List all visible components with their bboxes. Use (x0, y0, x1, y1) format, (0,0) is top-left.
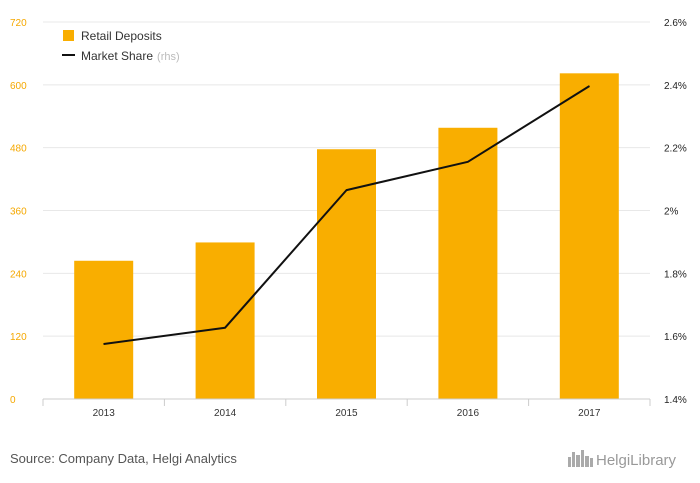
x-tick-label: 2016 (457, 408, 480, 419)
legend-label-market-share-suffix: (rhs) (157, 51, 180, 63)
brand-logo-text: HelgiLibrary (596, 452, 677, 469)
y-tick-right: 1.4% (664, 395, 687, 406)
x-tick-label: 2013 (93, 408, 116, 419)
bar (317, 149, 376, 399)
y-tick-right: 1.6% (664, 332, 687, 343)
axes: 0 1.4% 120 1.6% 240 1.8% 360 2% 480 2.2% 600 2.4% 72… (10, 18, 687, 419)
source-note: Source: Company Data, Helgi Analytics (10, 451, 237, 466)
city-skyline-icon (568, 450, 593, 467)
legend: Retail Deposits Market Share (rhs) (62, 29, 180, 63)
y-tick-left: 120 (10, 332, 27, 343)
line-point (224, 327, 226, 329)
line-point (103, 343, 105, 345)
legend-label-market-share-text: Market Share (81, 49, 153, 63)
y-tick-left: 720 (10, 18, 27, 29)
y-tick-left: 600 (10, 81, 27, 92)
bar (74, 260, 134, 399)
line-point (346, 189, 347, 191)
line-series (103, 85, 590, 345)
legend-swatch-retail-deposits (63, 30, 74, 41)
y-tick-left: 480 (10, 144, 27, 155)
y-tick-left: 0 (10, 395, 16, 406)
bar (438, 127, 498, 400)
bar (559, 73, 619, 399)
y-tick-right: 2.6% (664, 18, 687, 29)
y-tick-right: 2.4% (664, 81, 687, 92)
y-tick-right: 1.8% (664, 269, 687, 280)
line-point (467, 161, 469, 163)
legend-label-retail-deposits: Retail Deposits (81, 29, 162, 43)
x-tick-label: 2014 (214, 408, 237, 419)
x-tick-label: 2017 (578, 408, 601, 419)
footer: Source: Company Data, Helgi Analytics He… (10, 450, 677, 469)
y-tick-right: 2% (664, 207, 679, 218)
x-tick-label: 2015 (335, 408, 358, 419)
y-tick-right: 2.2% (664, 144, 687, 155)
y-tick-left: 360 (10, 207, 27, 218)
bar (195, 242, 255, 399)
y-tick-left: 240 (10, 269, 27, 280)
line-point (588, 85, 590, 87)
bar-series (74, 73, 619, 400)
legend-label-market-share: Market Share (rhs) (81, 49, 180, 63)
